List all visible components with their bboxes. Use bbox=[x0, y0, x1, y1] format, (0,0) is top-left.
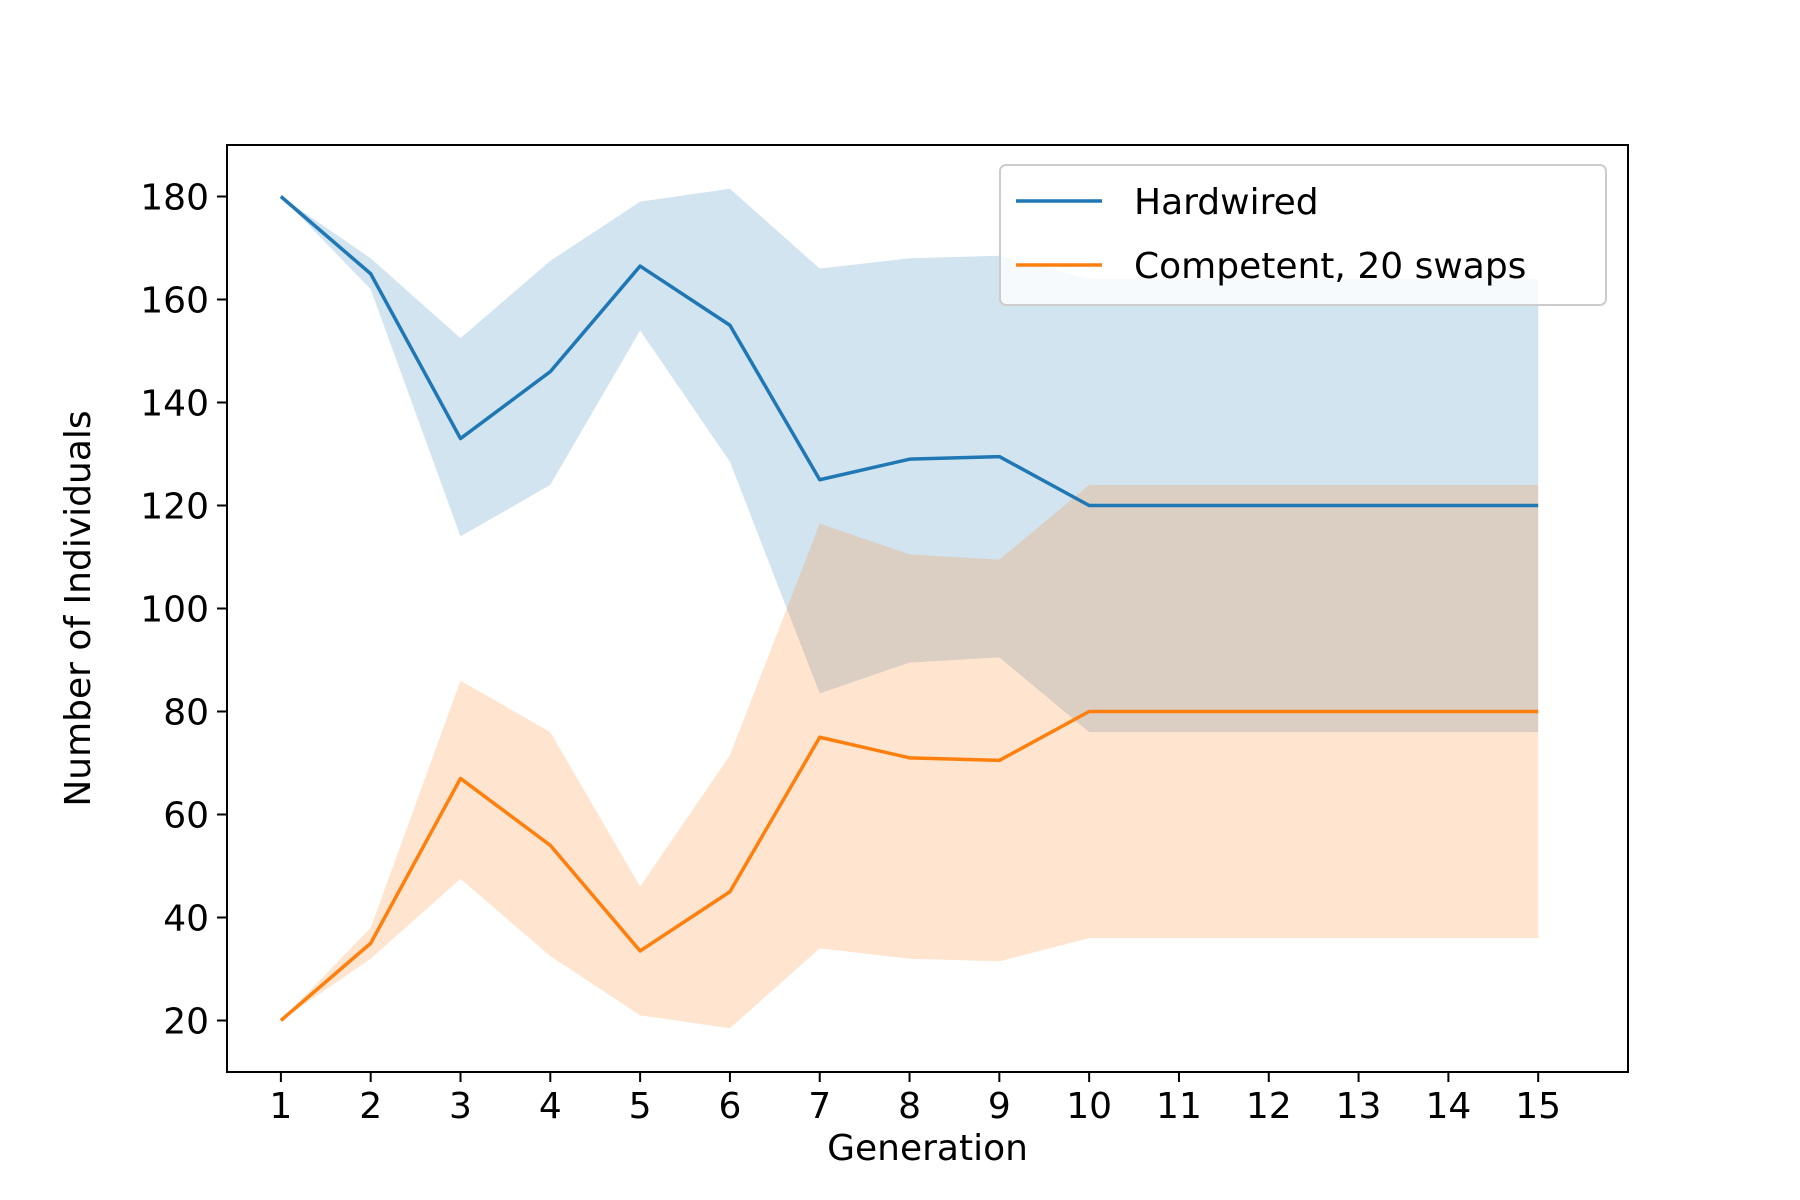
y-tick-label: 60 bbox=[163, 796, 209, 837]
x-tick-label: 2 bbox=[359, 1086, 382, 1127]
x-tick-label: 4 bbox=[539, 1086, 562, 1127]
legend-label-1: Competent, 20 swaps bbox=[1134, 246, 1526, 287]
x-tick-label: 3 bbox=[449, 1086, 472, 1127]
x-tick-label: 10 bbox=[1066, 1086, 1112, 1127]
y-tick-label: 160 bbox=[140, 281, 209, 322]
confidence-bands bbox=[280, 188, 1539, 1029]
y-tick-label: 140 bbox=[140, 384, 209, 425]
y-axis: 20 40 60 80 100 120 140 160 180 bbox=[140, 178, 227, 1043]
x-tick-label: 1 bbox=[269, 1086, 292, 1127]
y-tick-label: 120 bbox=[140, 487, 209, 528]
y-axis-title: Number of Individuals bbox=[58, 410, 99, 806]
x-tick-label: 5 bbox=[629, 1086, 652, 1127]
x-tick-label: 12 bbox=[1246, 1086, 1292, 1127]
y-tick-label: 180 bbox=[140, 178, 209, 219]
x-tick-label: 6 bbox=[718, 1086, 741, 1127]
x-tick-label: 8 bbox=[898, 1086, 921, 1127]
legend-box bbox=[999, 164, 1607, 306]
x-tick-label: 13 bbox=[1336, 1086, 1382, 1127]
y-tick-label: 80 bbox=[163, 693, 209, 734]
line-series-0 bbox=[279, 195, 1539, 508]
x-axis-title: Generation bbox=[827, 1128, 1028, 1169]
line-series-1 bbox=[279, 709, 1539, 1022]
y-tick-label: 40 bbox=[163, 899, 209, 940]
y-tick-label: 20 bbox=[163, 1002, 209, 1043]
legend: Hardwired Competent, 20 swaps bbox=[999, 164, 1607, 306]
x-tick-label: 15 bbox=[1515, 1086, 1561, 1127]
series-lines bbox=[279, 195, 1539, 1022]
legend-label-0: Hardwired bbox=[1134, 182, 1319, 223]
x-tick-label: 7 bbox=[808, 1086, 831, 1127]
x-axis: 1 2 3 4 5 6 7 8 9 10 11 12 13 14 15 bbox=[269, 1072, 1561, 1127]
x-tick-label: 14 bbox=[1425, 1086, 1471, 1127]
x-tick-label: 9 bbox=[988, 1086, 1011, 1127]
x-tick-label: 11 bbox=[1156, 1086, 1202, 1127]
y-tick-label: 100 bbox=[140, 590, 209, 631]
